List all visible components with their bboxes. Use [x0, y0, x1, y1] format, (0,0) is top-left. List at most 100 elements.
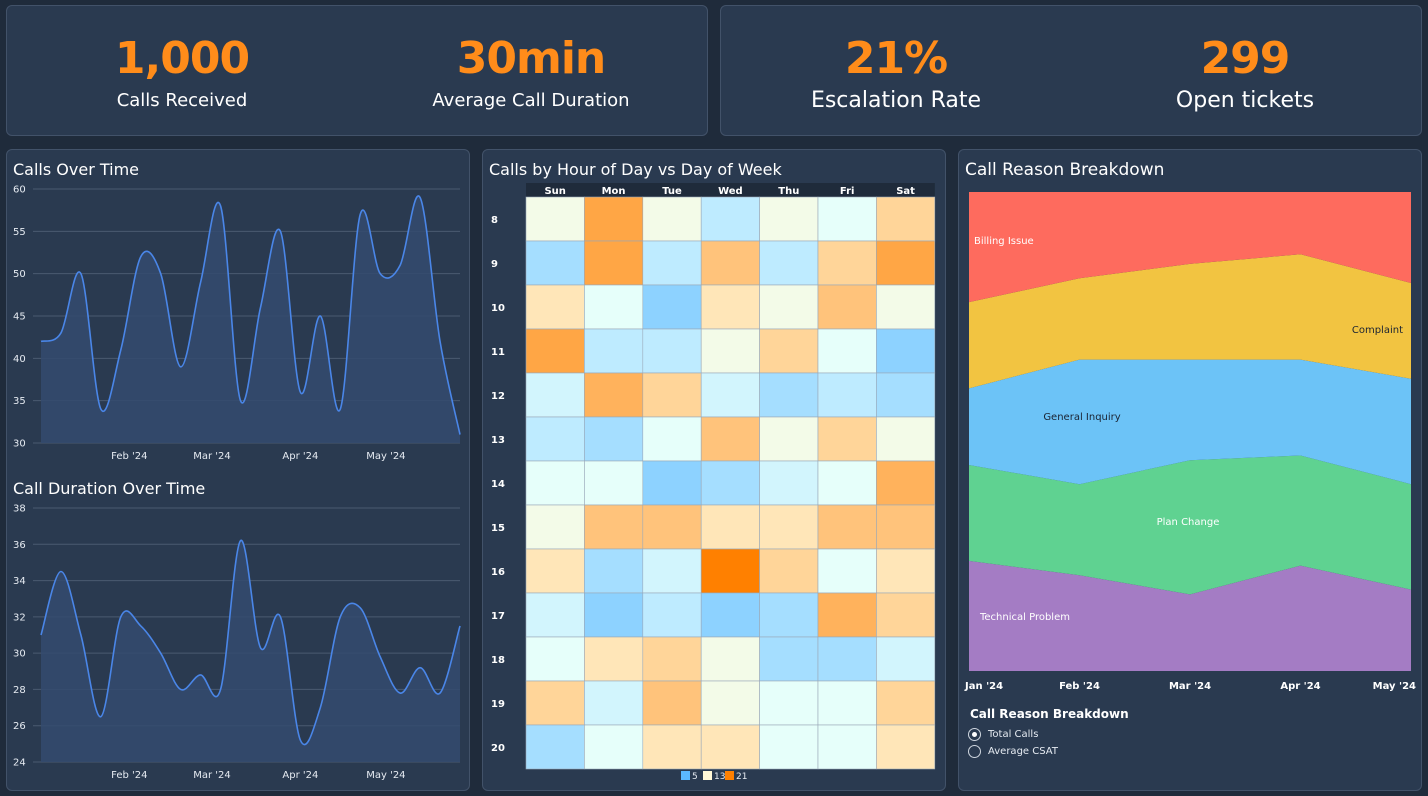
heatmap-column-label: Fri: [840, 186, 855, 197]
reason-options-title: Call Reason Breakdown: [970, 707, 1129, 721]
heatmap-cell: [876, 196, 936, 242]
heatmap-header-band: [526, 183, 935, 197]
calls-y-tick-label: 60: [13, 185, 26, 196]
heatmap-cell: [584, 680, 644, 726]
calls-point: [119, 348, 123, 352]
calls-point: [398, 263, 402, 267]
option-average-csat[interactable]: Average CSAT: [968, 745, 1058, 758]
option-total-calls[interactable]: Total Calls: [968, 728, 1038, 741]
duration-point: [378, 655, 382, 659]
option-label: Total Calls: [988, 729, 1039, 740]
heatmap-cell: [525, 284, 585, 330]
kpi-open-tickets: 299 Open tickets: [1095, 34, 1395, 114]
heatmap-cell: [525, 460, 585, 506]
heatmap-cell: [642, 504, 702, 550]
heatmap-legend-swatch: [703, 771, 712, 780]
calls-x-tick-label: May '24: [366, 451, 405, 462]
duration-line: [40, 539, 461, 746]
heatmap-cell: [700, 372, 760, 418]
heatmap-cell: [642, 724, 702, 770]
calls-y-tick-label: 30: [13, 439, 26, 450]
heatmap-row-label: 16: [491, 567, 505, 578]
heatmap-cell: [876, 724, 936, 770]
heatmap-cell: [642, 592, 702, 638]
heatmap-cell: [642, 460, 702, 506]
heatmap-cell: [759, 416, 819, 462]
calls-point: [258, 305, 262, 309]
heatmap-cell: [759, 680, 819, 726]
heatmap-cell: [759, 724, 819, 770]
heatmap-cell: [817, 372, 877, 418]
heatmap-cell: [700, 724, 760, 770]
heatmap-cell: [642, 328, 702, 374]
kpi-escalation-rate: 21% Escalation Rate: [746, 34, 1046, 114]
duration-x-tick-label: Mar '24: [193, 770, 231, 781]
radio-selected-icon[interactable]: [968, 728, 981, 741]
heatmap-cell: [817, 460, 877, 506]
area-series-label: Complaint: [1352, 325, 1403, 336]
heatmap-cell: [759, 548, 819, 594]
duration-point: [298, 738, 302, 742]
heatmap-cell: [759, 240, 819, 286]
heatmap-column-label: Tue: [662, 186, 682, 197]
calls-point: [318, 314, 322, 318]
duration-point: [318, 705, 322, 709]
duration-y-tick-label: 34: [13, 576, 26, 587]
area-x-tick-label: Feb '24: [1059, 681, 1100, 692]
heatmap-cell: [525, 240, 585, 286]
heatmap-cell: [700, 592, 760, 638]
heatmap-cell: [817, 724, 877, 770]
heatmap-cell: [817, 328, 877, 374]
heatmap-cell: [525, 592, 585, 638]
area-series-general-inquiry: [969, 359, 1411, 485]
heatmap-cell: [584, 592, 644, 638]
heatmap-cell: [700, 636, 760, 682]
calls-x-tick-label: Mar '24: [193, 451, 231, 462]
duration-point: [79, 633, 83, 637]
kpi-label: Average Call Duration: [432, 90, 630, 111]
heatmap-column-label: Sat: [896, 186, 915, 197]
duration-point: [39, 633, 43, 637]
calls-y-tick-label: 50: [13, 269, 26, 280]
duration-point: [178, 687, 182, 691]
reason-breakdown-title: Call Reason Breakdown: [965, 160, 1165, 180]
heatmap-cell: [700, 284, 760, 330]
duration-y-tick-label: 26: [13, 721, 26, 732]
heatmap-cell: [642, 680, 702, 726]
heatmap-cell: [876, 240, 936, 286]
heatmap-legend-swatch: [725, 771, 734, 780]
heatmap-cell: [525, 636, 585, 682]
area-series-label: Plan Change: [1157, 517, 1220, 528]
heatmap-cell: [759, 460, 819, 506]
calls-point: [99, 407, 103, 411]
duration-x-tick-label: May '24: [366, 770, 405, 781]
heatmap-cell: [642, 240, 702, 286]
calls-area: [41, 195, 460, 443]
heatmap-row-label: 13: [491, 435, 505, 446]
heatmap-cell: [700, 416, 760, 462]
duration-y-tick-label: 38: [13, 504, 26, 515]
heatmap-title: Calls by Hour of Day vs Day of Week: [489, 160, 782, 179]
heatmap-cell: [759, 196, 819, 242]
radio-unselected-icon[interactable]: [968, 745, 981, 758]
duration-point: [159, 651, 163, 655]
heatmap-cell: [876, 548, 936, 594]
heatmap-column-label: Wed: [718, 186, 743, 197]
heatmap-cell: [642, 372, 702, 418]
duration-y-tick-label: 24: [13, 758, 26, 769]
heatmap-cell: [700, 460, 760, 506]
duration-point: [338, 615, 342, 619]
heatmap-cell: [642, 196, 702, 242]
heatmap-cell: [876, 636, 936, 682]
kpi-average-call-duration: 30min Average Call Duration: [381, 34, 681, 112]
calls-y-tick-label: 35: [13, 396, 26, 407]
heatmap-cell: [876, 680, 936, 726]
heatmap-row-label: 20: [491, 743, 505, 754]
duration-point: [119, 615, 123, 619]
heatmap-cell: [876, 592, 936, 638]
heatmap-cell: [817, 284, 877, 330]
area-x-tick-label: May '24: [1373, 681, 1416, 692]
heatmap-cell: [584, 504, 644, 550]
heatmap-cell: [584, 460, 644, 506]
